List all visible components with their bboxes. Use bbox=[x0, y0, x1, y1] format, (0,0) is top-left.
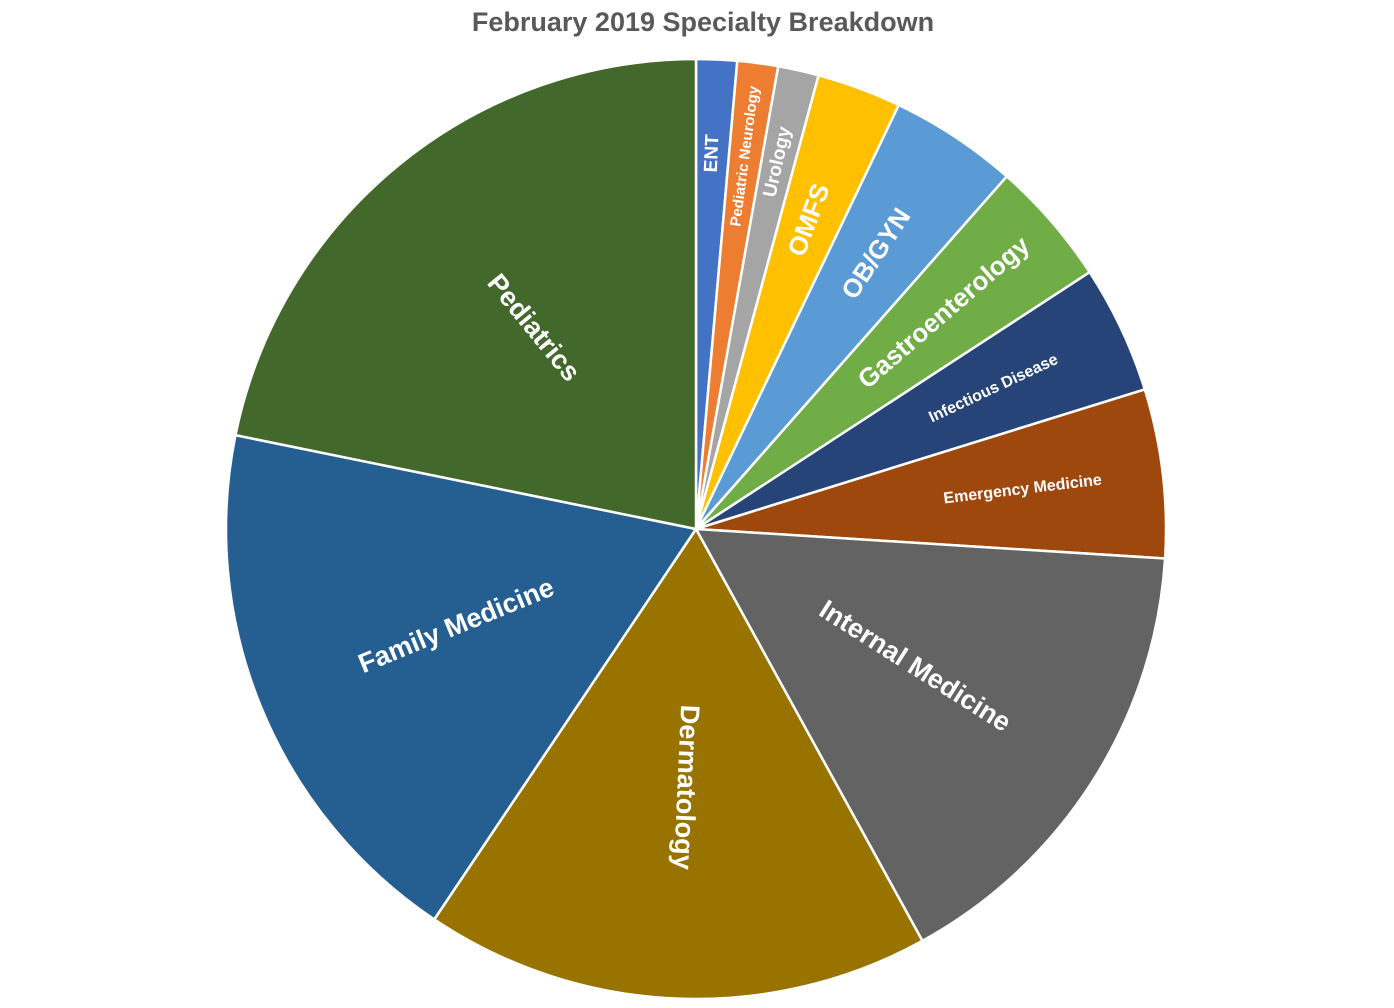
pie-slice bbox=[693, 527, 1167, 943]
chart-title: February 2019 Specialty Breakdown bbox=[472, 7, 934, 37]
slice-label: Dermatology bbox=[668, 704, 705, 870]
pie-slice bbox=[224, 433, 699, 922]
pie-slice bbox=[432, 526, 925, 1001]
pie-slice bbox=[695, 387, 1168, 560]
pie-slice bbox=[233, 57, 698, 531]
slice-label: ENT bbox=[701, 134, 724, 173]
